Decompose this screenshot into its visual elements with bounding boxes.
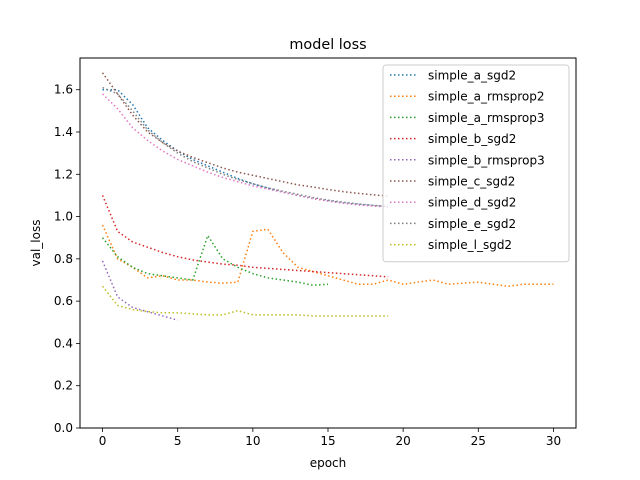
legend-box [382, 64, 570, 263]
series-line-simple-d-sgd2 [102, 93, 389, 208]
x-tick-label: 0 [99, 434, 107, 448]
y-axis: 0.0 0.2 0.4 0.6 0.8 1.0 1.2 1.4 1.6 [54, 83, 80, 435]
series-line-simple-a-sgd2 [102, 88, 389, 208]
y-axis-label: val_loss [29, 220, 43, 267]
x-tick-label: 10 [245, 434, 260, 448]
series-line-simple-b-sgd2 [101, 195, 389, 278]
legend-label: simple_d_sgd2 [428, 196, 516, 210]
x-tick-label: 20 [396, 434, 411, 448]
series-line-simple-l-sgd2 [101, 285, 389, 317]
y-tick-label: 1.0 [54, 210, 73, 224]
legend-label: simple_e_sgd2 [428, 217, 516, 231]
series-line-simple-e-sgd2 [102, 86, 389, 208]
y-tick-label: 1.4 [54, 125, 73, 139]
y-tick-label: 1.6 [54, 83, 73, 97]
x-axis-label: epoch [310, 456, 347, 470]
legend-label: simple_a_rmsprop2 [428, 90, 545, 104]
y-tick-label: 0.0 [54, 421, 73, 435]
x-axis: 0 5 10 15 20 25 30 [99, 428, 561, 448]
legend-label: simple_b_sgd2 [428, 132, 516, 146]
x-tick-label: 30 [546, 434, 561, 448]
series-line-simple-c-sgd2 [101, 72, 389, 197]
y-tick-label: 1.2 [54, 167, 73, 181]
y-tick-label: 0.2 [54, 379, 73, 393]
series-line-simple-b-rmsprop3 [101, 260, 178, 321]
legend-label: simple_l_sgd2 [428, 238, 512, 252]
y-tick-label: 0.8 [54, 252, 73, 266]
chart-title: model loss [289, 37, 366, 53]
legend-label: simple_c_sgd2 [428, 175, 515, 189]
y-tick-label: 0.6 [54, 294, 73, 308]
y-tick-label: 0.4 [54, 336, 73, 350]
legend-label: simple_a_rmsprop3 [428, 111, 545, 125]
series-layer [101, 72, 554, 321]
legend-label: simple_a_sgd2 [428, 69, 516, 83]
legend-label: simple_b_rmsprop3 [428, 153, 545, 167]
legend: simple_a_sgd2 simple_a_rmsprop2 simple_a_r… [382, 64, 570, 263]
x-tick-label: 15 [320, 434, 335, 448]
x-tick-label: 25 [471, 434, 486, 448]
x-tick-label: 5 [174, 434, 182, 448]
series-line-simple-a-rmsprop3 [101, 233, 329, 287]
series-line-simple-a-rmsprop2 [101, 224, 554, 288]
